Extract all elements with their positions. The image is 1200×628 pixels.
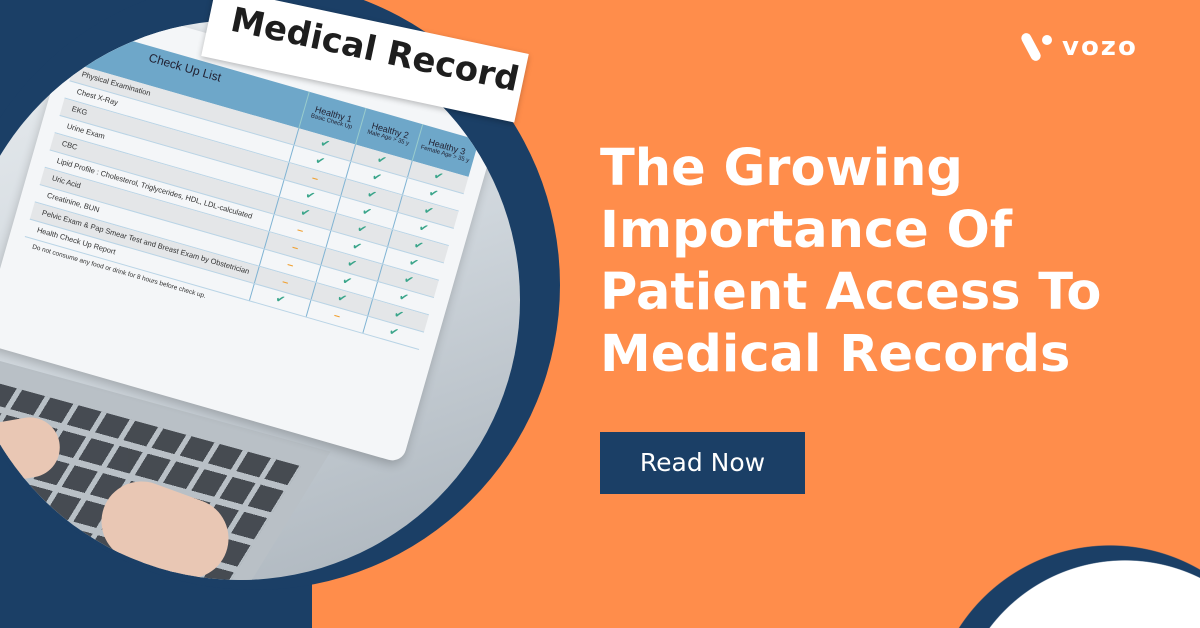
vozo-v-logo-icon	[1019, 31, 1056, 63]
vozo-logo[interactable]: vozo	[1019, 31, 1138, 63]
laptop-photo: Check Up List Healthy 1 Basic Check Up He…	[0, 20, 520, 580]
headline-line: Patient Access To	[600, 263, 1102, 322]
headline-line: Medical Records	[600, 325, 1071, 384]
logo-wordmark: vozo	[1062, 32, 1138, 62]
headline-line: The Growing	[600, 139, 963, 198]
headline-line: Importance Of	[600, 201, 1013, 260]
read-now-button[interactable]: Read Now	[600, 432, 805, 494]
headline: The Growing Importance Of Patient Access…	[600, 138, 1180, 386]
decorative-circles	[930, 545, 1200, 628]
